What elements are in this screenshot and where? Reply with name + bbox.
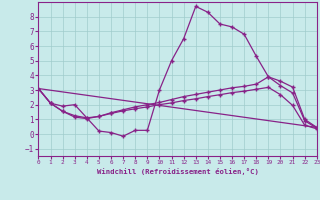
X-axis label: Windchill (Refroidissement éolien,°C): Windchill (Refroidissement éolien,°C) xyxy=(97,168,259,175)
